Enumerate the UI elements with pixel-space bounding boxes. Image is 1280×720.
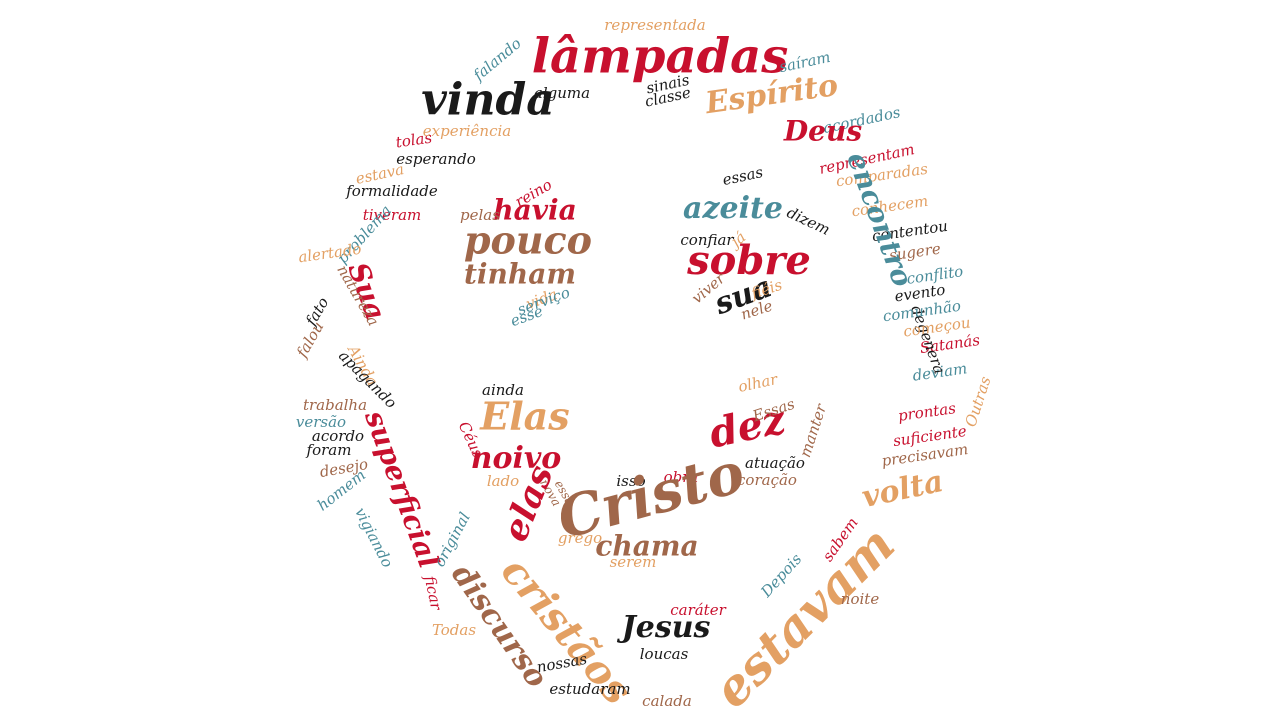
cloud-word: havia bbox=[493, 194, 577, 227]
cloud-word: tiveram bbox=[363, 206, 422, 224]
cloud-word: lâmpadas bbox=[532, 29, 788, 85]
cloud-word: representada bbox=[604, 16, 705, 34]
cloud-word: pouco bbox=[464, 218, 592, 263]
cloud-word: alguma bbox=[534, 84, 590, 102]
cloud-word: esperando bbox=[396, 150, 475, 168]
cloud-word: tolas bbox=[395, 129, 434, 152]
cloud-word: estudaram bbox=[549, 680, 630, 698]
cloud-word: prontas bbox=[897, 399, 957, 425]
cloud-word: manter bbox=[796, 401, 830, 460]
cloud-word: serem bbox=[610, 553, 657, 571]
cloud-word: confiar bbox=[680, 231, 734, 249]
cloud-word: grego bbox=[558, 529, 602, 547]
cloud-word: noite bbox=[841, 590, 880, 608]
cloud-word: ficar bbox=[420, 573, 445, 612]
cloud-word: vinda bbox=[421, 75, 555, 126]
cloud-word: obra bbox=[664, 468, 699, 486]
cloud-word: estavam bbox=[702, 515, 906, 719]
cloud-word: volta bbox=[859, 464, 947, 515]
cloud-word: Deus bbox=[783, 115, 862, 148]
cloud-word: noivo bbox=[471, 441, 562, 476]
cloud-word: essas bbox=[721, 163, 765, 189]
cloud-word: vigiando bbox=[351, 505, 397, 571]
cloud-word: formalidade bbox=[345, 182, 438, 200]
cloud-word: experiência bbox=[423, 122, 511, 140]
cloud-word: Outras bbox=[961, 374, 994, 429]
cloud-word: falou bbox=[292, 319, 327, 362]
cloud-word: pelas bbox=[460, 206, 500, 224]
cloud-word: versão bbox=[296, 413, 346, 431]
cloud-word: esse bbox=[508, 302, 545, 330]
cloud-word: azeite bbox=[683, 191, 783, 226]
cloud-word: dizem bbox=[784, 203, 833, 239]
cloud-word: lado bbox=[487, 472, 519, 490]
cloud-word: caráter bbox=[670, 601, 726, 619]
cloud-word: calada bbox=[642, 692, 692, 710]
cloud-word: coração bbox=[737, 471, 797, 489]
cloud-word: olhar bbox=[737, 370, 780, 396]
cloud-word: Todas bbox=[432, 621, 476, 639]
cloud-word: Elas bbox=[479, 394, 569, 439]
cloud-word: sobre bbox=[686, 237, 811, 284]
cloud-word: ainda bbox=[482, 381, 524, 399]
cloud-word: alertado bbox=[297, 240, 362, 267]
cloud-word: tinham bbox=[464, 258, 576, 291]
cloud-word: trabalha bbox=[303, 396, 367, 414]
cloud-word: Jesus bbox=[617, 610, 711, 645]
cloud-word: atuação bbox=[745, 454, 805, 472]
cloud-word: loucas bbox=[640, 645, 689, 663]
cloud-word: isso bbox=[616, 472, 645, 490]
cloud-word: foram bbox=[306, 441, 352, 459]
cloud-word: chama bbox=[595, 530, 698, 563]
cloud-word: acordo bbox=[312, 427, 364, 445]
